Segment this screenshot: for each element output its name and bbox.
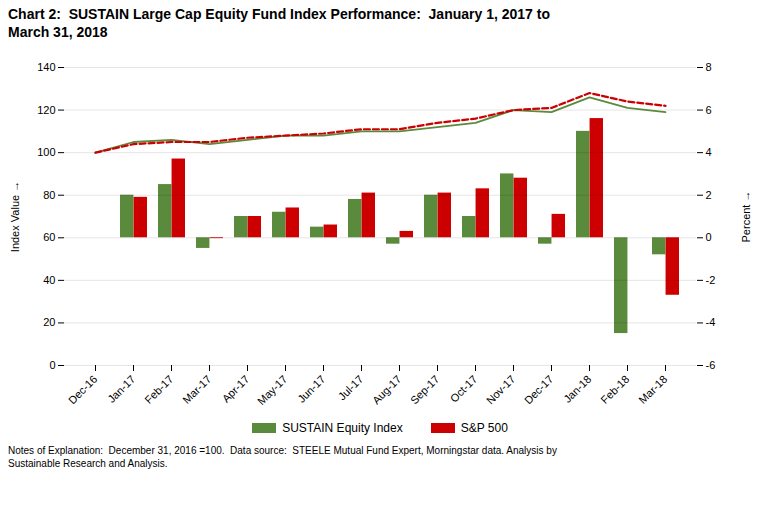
svg-text:Oct-17: Oct-17	[448, 373, 480, 405]
svg-text:Jun-17: Jun-17	[295, 373, 327, 405]
svg-text:4: 4	[706, 146, 712, 158]
svg-text:100: 100	[37, 146, 55, 158]
svg-text:20: 20	[43, 316, 55, 328]
svg-text:Percent →: Percent →	[740, 191, 752, 243]
svg-text:Sep-17: Sep-17	[408, 373, 442, 407]
svg-text:May-17: May-17	[255, 373, 289, 407]
svg-text:60: 60	[43, 231, 55, 243]
svg-text:Feb-18: Feb-18	[598, 373, 631, 406]
svg-text:0: 0	[49, 359, 55, 371]
svg-text:140: 140	[37, 61, 55, 73]
svg-text:8: 8	[706, 61, 712, 73]
svg-text:Feb-17: Feb-17	[142, 373, 175, 406]
svg-text:Mar-17: Mar-17	[180, 373, 213, 406]
svg-text:Aug-17: Aug-17	[370, 373, 404, 407]
svg-text:-4: -4	[706, 316, 716, 328]
svg-text:6: 6	[706, 104, 712, 116]
svg-text:2: 2	[706, 189, 712, 201]
svg-text:40: 40	[43, 274, 55, 286]
svg-text:-6: -6	[706, 359, 716, 371]
svg-text:Jul-17: Jul-17	[336, 373, 366, 403]
svg-text:120: 120	[37, 104, 55, 116]
svg-text:Dec-16: Dec-16	[66, 373, 100, 407]
svg-text:Index Value →: Index Value →	[9, 181, 21, 252]
svg-text:Dec-17: Dec-17	[522, 373, 556, 407]
svg-text:Mar-18: Mar-18	[636, 373, 669, 406]
svg-text:Apr-17: Apr-17	[220, 373, 252, 405]
svg-text:0: 0	[706, 231, 712, 243]
svg-text:-2: -2	[706, 274, 716, 286]
html-text:Notes of Explanation: December: Notes of Explanation: December 31, 2016 …	[8, 445, 557, 469]
html-text:Chart 2: SUSTAIN Large Cap Equ: Chart 2: SUSTAIN Large Cap Equity Fund I…	[8, 6, 550, 40]
html-text:S&P 500: S&P 500	[460, 421, 508, 435]
svg-text:80: 80	[43, 189, 55, 201]
html-text:SUSTAIN Equity Index: SUSTAIN Equity Index	[282, 421, 403, 435]
svg-text:Nov-17: Nov-17	[484, 373, 518, 407]
svg-text:Jan-18: Jan-18	[561, 373, 593, 405]
svg-text:Jan-17: Jan-17	[105, 373, 137, 405]
